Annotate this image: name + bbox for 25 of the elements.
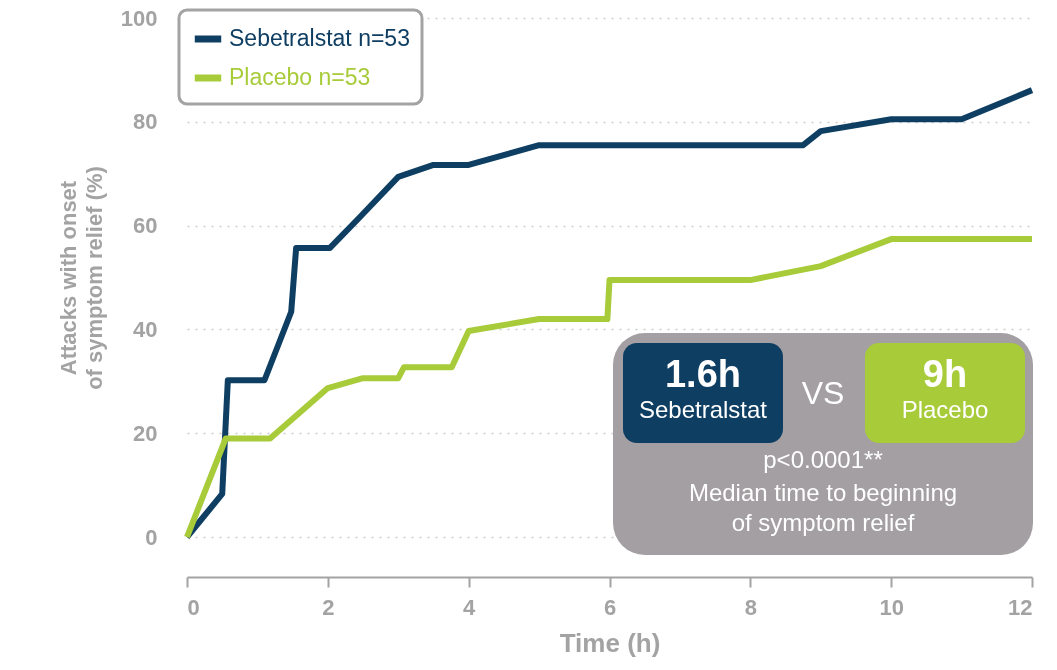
legend-label: Sebetralstat n=53 [229,25,410,51]
x-tick-label: 12 [1008,594,1033,620]
legend-label: Placebo n=53 [229,64,371,90]
annotation: Median time to beginning of symptom relief [687,478,959,538]
x-tick-label: 4 [463,594,477,620]
annotation: 9h [921,353,969,395]
x-axis-title: Time (h) [559,627,661,658]
x-tick-label: 0 [187,594,200,620]
y-tick-label: 0 [145,524,158,550]
y-tick-label: 40 [133,316,158,342]
annotation: Sebetralstat [637,395,769,425]
y-tick-label: 80 [133,109,158,135]
annotation: 1.6h [663,353,742,395]
y-tick-label: 20 [133,420,158,446]
x-tick-label: 6 [603,594,617,620]
y-tick-label: 100 [120,5,158,31]
x-tick-label: 8 [744,594,757,620]
x-tick-label: 10 [879,594,904,620]
x-tick-label: 2 [322,594,335,620]
y-tick-label: 60 [133,213,158,239]
annotation: VS [800,375,846,412]
tile: 9h Placebo [865,343,1025,443]
annotation: Placebo [900,395,990,425]
annotation: p<0.0001** [762,446,884,474]
y-axis-title: Attacks with onset of symptom relief (%) [55,166,107,390]
